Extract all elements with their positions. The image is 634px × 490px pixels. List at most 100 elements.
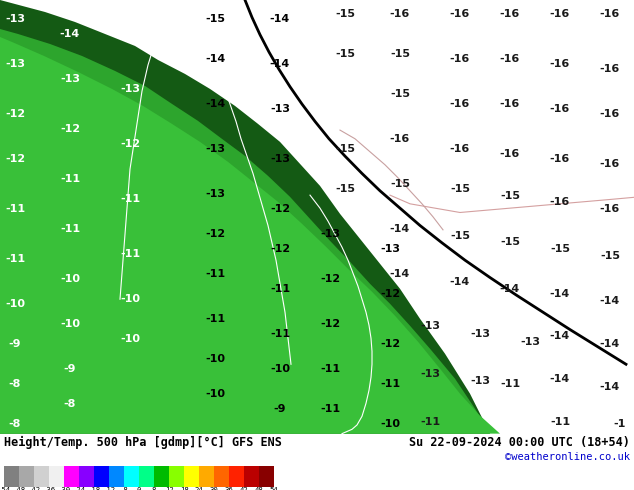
Text: -24: -24 — [72, 488, 86, 490]
Text: -16: -16 — [600, 64, 620, 74]
Bar — [34, 466, 49, 487]
Text: -14: -14 — [390, 224, 410, 234]
Text: -13: -13 — [420, 321, 440, 331]
Bar — [49, 466, 64, 487]
Text: -13: -13 — [60, 74, 80, 84]
Text: 54: 54 — [269, 488, 278, 490]
Text: -11: -11 — [500, 379, 520, 389]
Text: -13: -13 — [380, 244, 400, 254]
Text: -15: -15 — [450, 231, 470, 241]
Polygon shape — [0, 29, 490, 434]
Text: -14: -14 — [60, 29, 80, 39]
Bar — [169, 466, 184, 487]
Text: -15: -15 — [390, 89, 410, 99]
Bar — [259, 466, 274, 487]
Text: -16: -16 — [550, 104, 570, 114]
Text: -14: -14 — [205, 99, 225, 109]
Text: -11: -11 — [60, 224, 80, 234]
Text: -10: -10 — [60, 274, 80, 284]
Text: -15: -15 — [390, 49, 410, 59]
Text: -11: -11 — [120, 249, 140, 259]
Text: -14: -14 — [390, 269, 410, 279]
Text: -8: -8 — [64, 399, 76, 409]
Text: -16: -16 — [390, 134, 410, 144]
Text: -11: -11 — [205, 269, 225, 279]
Text: 30: 30 — [210, 488, 218, 490]
Text: 42: 42 — [240, 488, 249, 490]
Text: Su 22-09-2024 00:00 UTC (18+54): Su 22-09-2024 00:00 UTC (18+54) — [409, 436, 630, 449]
Text: -8: -8 — [9, 418, 21, 429]
Text: -16: -16 — [450, 54, 470, 64]
Text: 48: 48 — [255, 488, 263, 490]
Text: -11: -11 — [320, 404, 340, 414]
Text: -9: -9 — [274, 404, 286, 414]
Text: -15: -15 — [450, 184, 470, 194]
Text: -36: -36 — [42, 488, 56, 490]
Bar — [184, 466, 199, 487]
Polygon shape — [0, 37, 500, 434]
Text: -13: -13 — [5, 59, 25, 69]
Text: -13: -13 — [320, 229, 340, 239]
Text: -14: -14 — [270, 14, 290, 24]
Text: -16: -16 — [450, 144, 470, 154]
Text: -10: -10 — [120, 294, 140, 304]
Bar — [124, 466, 139, 487]
Text: -12: -12 — [60, 124, 80, 134]
Text: -14: -14 — [270, 59, 290, 69]
Text: -8: -8 — [9, 379, 21, 389]
Text: 24: 24 — [195, 488, 204, 490]
Text: -15: -15 — [335, 144, 355, 154]
Text: -13: -13 — [270, 104, 290, 114]
Text: -13: -13 — [470, 329, 490, 339]
Text: -10: -10 — [205, 389, 225, 399]
Text: -12: -12 — [270, 204, 290, 214]
Text: -10: -10 — [60, 318, 80, 329]
Text: -10: -10 — [270, 364, 290, 374]
Text: -15: -15 — [335, 184, 355, 194]
Text: -30: -30 — [58, 488, 70, 490]
Text: Height/Temp. 500 hPa [gdmp][°C] GFS ENS: Height/Temp. 500 hPa [gdmp][°C] GFS ENS — [4, 436, 282, 449]
Text: -11: -11 — [550, 416, 570, 427]
Text: -16: -16 — [390, 9, 410, 19]
Bar — [109, 466, 124, 487]
Text: -13: -13 — [470, 376, 490, 386]
Text: -13: -13 — [420, 368, 440, 379]
Text: -14: -14 — [205, 54, 225, 64]
Text: -12: -12 — [380, 339, 400, 349]
Text: -10: -10 — [5, 299, 25, 309]
Text: 12: 12 — [165, 488, 173, 490]
Text: -12: -12 — [120, 139, 140, 149]
Bar — [154, 466, 169, 487]
Polygon shape — [0, 0, 490, 434]
Text: 8: 8 — [152, 488, 156, 490]
Text: -11: -11 — [320, 364, 340, 374]
Text: -18: -18 — [87, 488, 101, 490]
Text: -16: -16 — [500, 9, 520, 19]
Text: -10: -10 — [205, 354, 225, 364]
Text: -16: -16 — [450, 99, 470, 109]
Text: -14: -14 — [550, 289, 570, 299]
Text: -11: -11 — [420, 416, 440, 427]
Text: -54: -54 — [0, 488, 11, 490]
Bar — [214, 466, 229, 487]
Text: -11: -11 — [270, 284, 290, 294]
Text: -16: -16 — [450, 9, 470, 19]
Text: -14: -14 — [120, 29, 140, 39]
Text: ©weatheronline.co.uk: ©weatheronline.co.uk — [505, 452, 630, 462]
Text: -11: -11 — [60, 174, 80, 184]
Text: -16: -16 — [500, 149, 520, 159]
Bar — [199, 466, 214, 487]
Bar — [19, 466, 34, 487]
Text: -1: -1 — [614, 418, 626, 429]
Text: -14: -14 — [550, 374, 570, 384]
Text: -10: -10 — [380, 418, 400, 429]
Text: -15: -15 — [500, 237, 520, 247]
Text: -16: -16 — [600, 9, 620, 19]
Text: -12: -12 — [270, 244, 290, 254]
Text: -12: -12 — [205, 229, 225, 239]
Text: -13: -13 — [5, 14, 25, 24]
Text: -13: -13 — [520, 337, 540, 347]
Text: -15: -15 — [335, 49, 355, 59]
Text: -16: -16 — [500, 54, 520, 64]
Text: -48: -48 — [13, 488, 25, 490]
